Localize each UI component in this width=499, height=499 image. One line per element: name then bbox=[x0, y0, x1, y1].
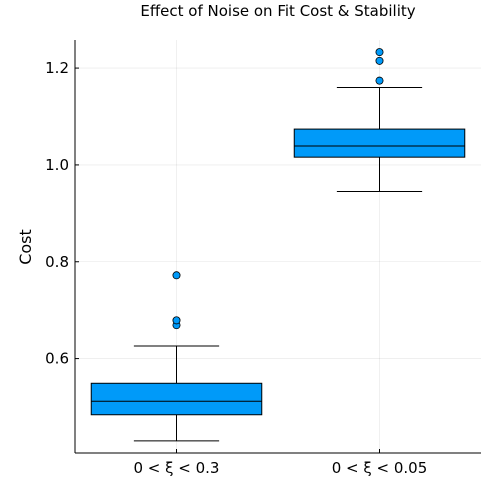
y-tick-label: 0.6 bbox=[45, 350, 69, 368]
box-marks bbox=[90, 48, 466, 442]
tick-labels: 0.6 0.8 1.0 1.2 0 < ξ < 0.3 0 < ξ < 0.05 bbox=[45, 59, 427, 477]
iqr-box bbox=[90, 382, 263, 416]
outlier-point bbox=[375, 76, 384, 85]
outlier-point bbox=[172, 316, 181, 325]
y-tick-label: 1.0 bbox=[45, 156, 69, 174]
axes bbox=[74, 40, 481, 454]
x-tick-label: 0 < ξ < 0.3 bbox=[134, 459, 220, 477]
y-tick-label: 0.8 bbox=[45, 253, 69, 271]
x-tick-label: 0 < ξ < 0.05 bbox=[332, 459, 428, 477]
y-axis-label: Cost bbox=[16, 229, 35, 265]
iqr-box bbox=[293, 128, 466, 158]
outlier-point bbox=[172, 271, 181, 280]
chart-title: Effect of Noise on Fit Cost & Stability bbox=[140, 2, 415, 20]
outlier-point bbox=[375, 56, 384, 65]
outlier-point bbox=[375, 48, 384, 57]
y-tick-label: 1.2 bbox=[45, 59, 69, 77]
